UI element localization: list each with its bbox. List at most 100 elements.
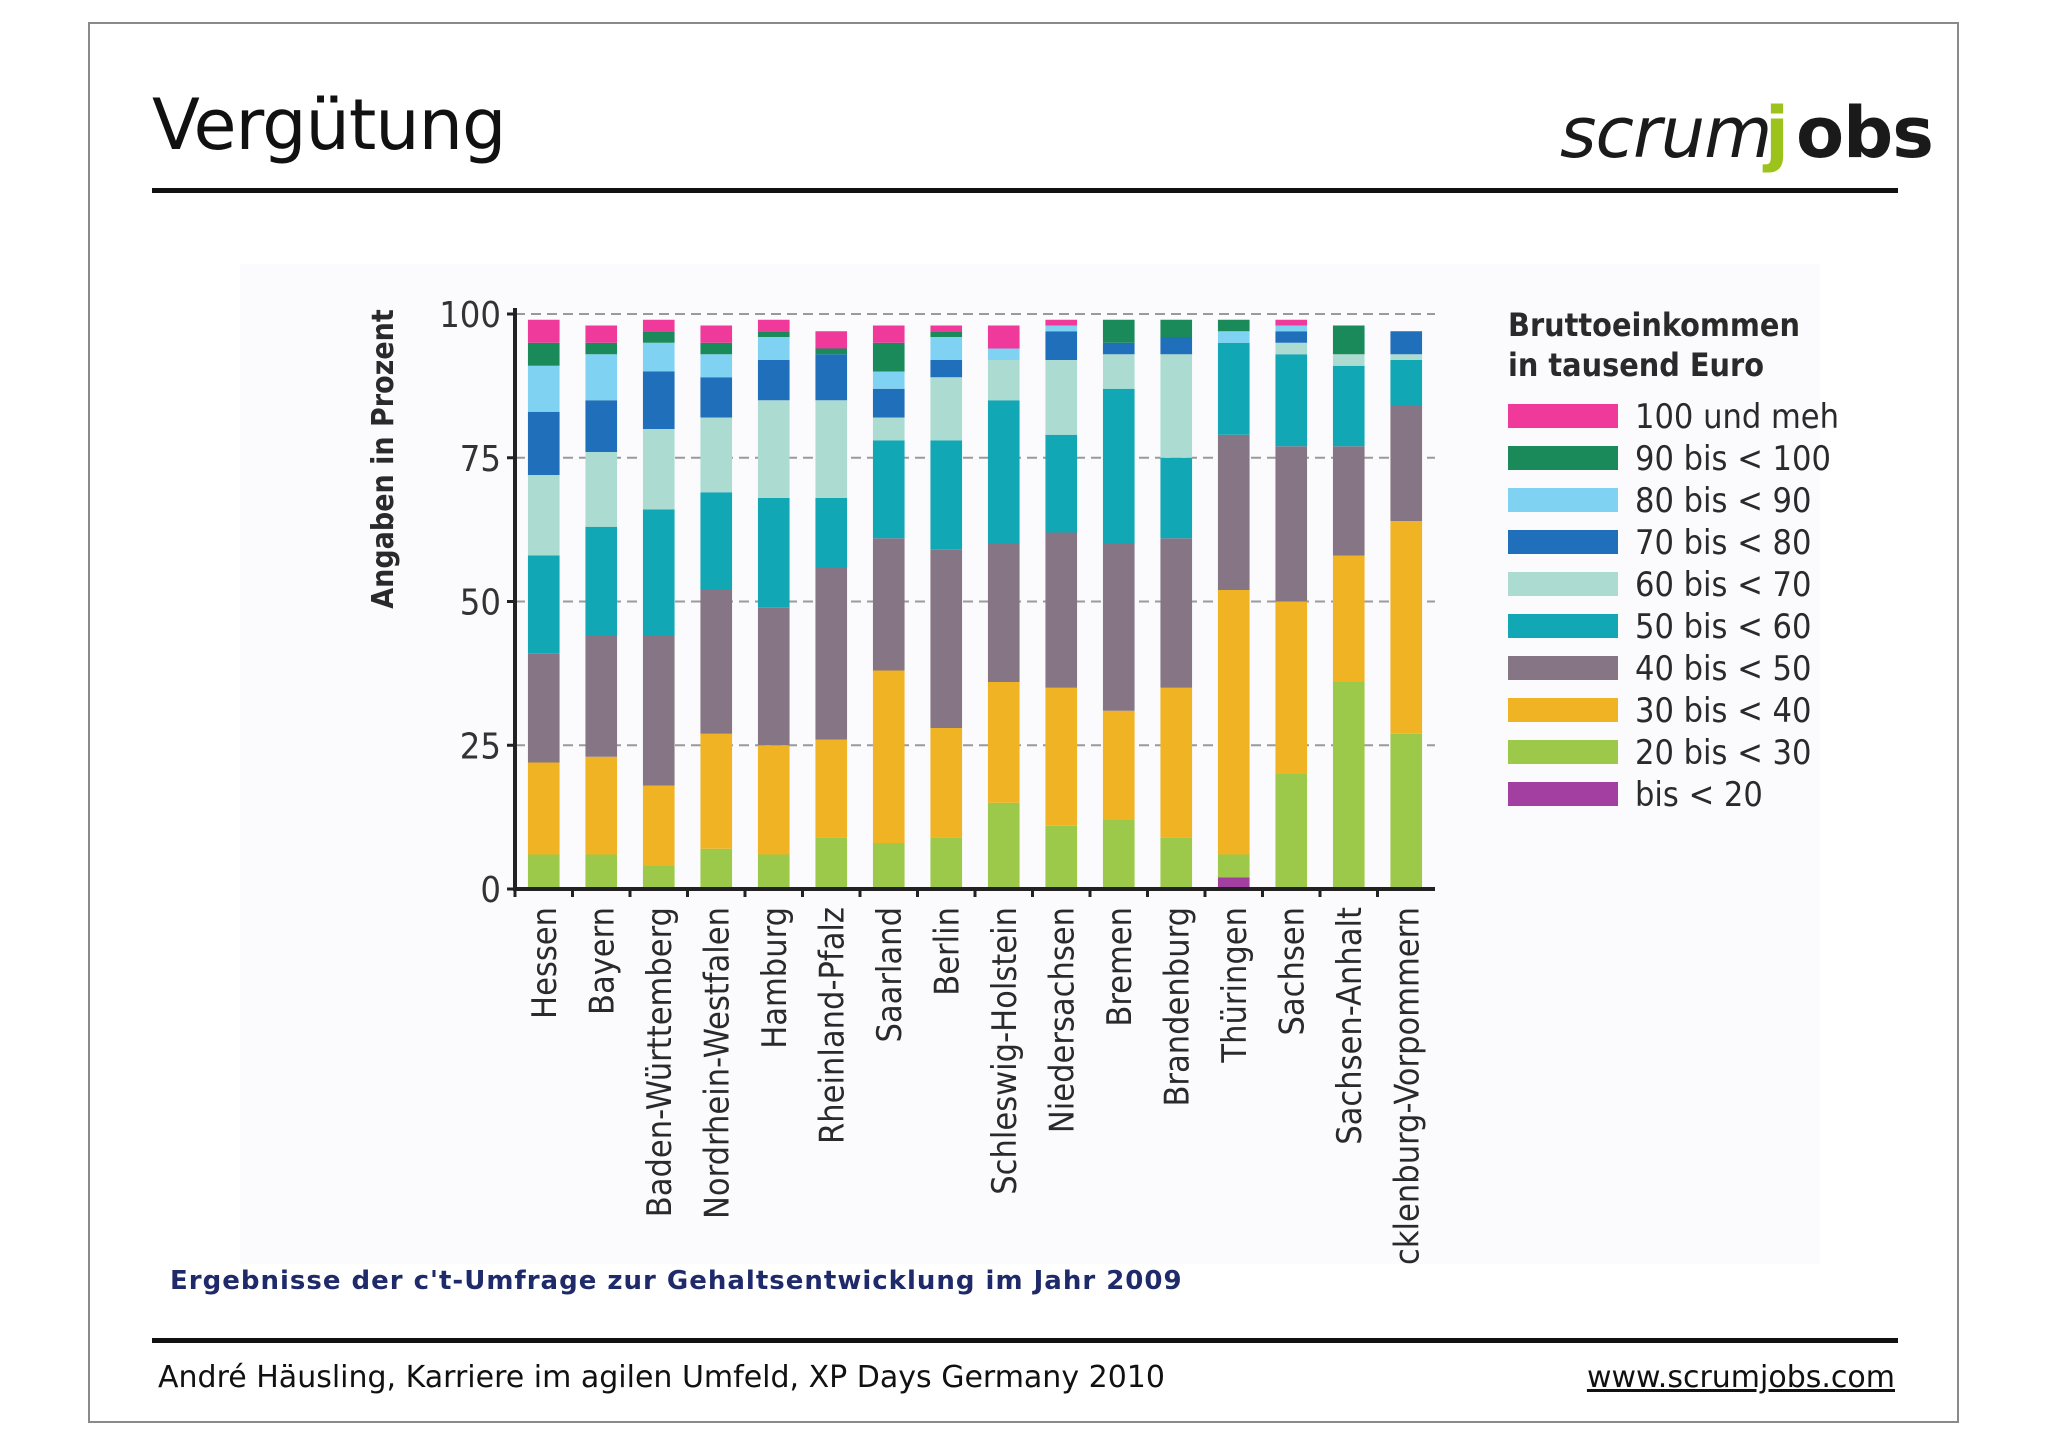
bar-segment-saarland-20-bis-30	[872, 843, 905, 889]
x-tick-label-sachsen: Sachsen	[1272, 907, 1312, 1036]
legend-swatch-70-bis-80	[1508, 530, 1618, 554]
bar-segment-sachsen-anhalt-40-bis-50	[1332, 446, 1365, 556]
bar-segment-baden-wuerttemberg-20-bis-30	[642, 866, 675, 889]
bar-segment-berlin-20-bis-30	[930, 837, 963, 889]
bar-segment-rheinland-pfalz-20-bis-30	[815, 837, 848, 889]
footer-website-link[interactable]: www.scrumjobs.com	[1586, 1360, 1895, 1395]
chart-caption: Ergebnisse der c't-Umfrage zur Gehaltsen…	[170, 1266, 1183, 1296]
bar-segment-brandenburg-20-bis-30	[1160, 837, 1193, 889]
bar-segment-hessen-60-bis-70	[527, 475, 560, 556]
legend-swatch-100-und-mehr	[1508, 404, 1618, 428]
x-tick-label-thueringen: Thüringen	[1215, 907, 1255, 1064]
bar-segment-rheinland-pfalz-30-bis-40	[815, 739, 848, 838]
bar-segment-bayern-90-bis-100	[585, 342, 618, 355]
bar-segment-hessen-80-bis-90	[527, 365, 560, 412]
bar-segment-niedersachsen-80-bis-90	[1045, 325, 1078, 332]
bar-segment-bayern-80-bis-90	[585, 354, 618, 401]
legend-swatch-90-bis-100	[1508, 446, 1618, 470]
bar-segment-sachsen-60-bis-70	[1275, 342, 1308, 355]
bar-segment-hamburg-80-bis-90	[757, 337, 790, 360]
bar-segment-sachsen-anhalt-90-bis-100	[1332, 325, 1365, 355]
bar-segment-nordrhein-westfalen-30-bis-40	[700, 733, 733, 849]
bar-segment-bremen-50-bis-60	[1102, 388, 1135, 544]
y-tick-label-75: 75	[460, 439, 501, 480]
bar-segment-nordrhein-westfalen-100-und-mehr	[700, 325, 733, 343]
bar-segment-thueringen-bis-20	[1217, 877, 1250, 889]
bar-segment-nordrhein-westfalen-70-bis-80	[700, 377, 733, 418]
slide-title: Vergütung	[152, 84, 506, 166]
bar-segment-niedersachsen-60-bis-70	[1045, 360, 1078, 435]
bar-segment-saarland-50-bis-60	[872, 440, 905, 539]
bar-segment-sachsen-80-bis-90	[1275, 325, 1308, 332]
bar-segment-berlin-40-bis-50	[930, 549, 963, 728]
bar-segment-rheinland-pfalz-40-bis-50	[815, 567, 848, 740]
bar-segment-hessen-100-und-mehr	[527, 319, 560, 343]
bar-segment-hamburg-60-bis-70	[757, 400, 790, 498]
bar-segment-baden-wuerttemberg-60-bis-70	[642, 429, 675, 510]
bar-segment-bremen-30-bis-40	[1102, 710, 1135, 820]
legend-title-line-2: in tausend Euro	[1508, 346, 1764, 384]
bar-segment-niedersachsen-30-bis-40	[1045, 687, 1078, 826]
x-tick-label-bremen: Bremen	[1100, 907, 1140, 1027]
bar-segment-bayern-30-bis-40	[585, 756, 618, 855]
bar-segment-baden-wuerttemberg-70-bis-80	[642, 371, 675, 429]
legend-label-100-und-mehr: 100 und mehr	[1635, 397, 1840, 437]
bar-segment-bremen-90-bis-100	[1102, 319, 1135, 343]
bar-segment-schleswig-holstein-60-bis-70	[987, 360, 1020, 401]
x-tick-label-mecklenburg-vorpommern: Mecklenburg-Vorpommern	[1387, 907, 1427, 1264]
bar-segment-sachsen-100-und-mehr	[1275, 319, 1308, 326]
bar-segment-mecklenburg-vorpommern-40-bis-50	[1390, 406, 1423, 521]
legend-label-20-bis-30: 20 bis < 30	[1635, 733, 1811, 773]
bar-segment-saarland-80-bis-90	[872, 371, 905, 389]
bar-segment-berlin-100-und-mehr	[930, 325, 963, 332]
legend-label-30-bis-40: 30 bis < 40	[1635, 691, 1811, 731]
x-tick-label-nordrhein-westfalen: Nordrhein-Westfalen	[697, 907, 737, 1219]
bar-segment-bayern-60-bis-70	[585, 452, 618, 527]
bar-segment-thueringen-90-bis-100	[1217, 319, 1250, 332]
bar-segment-rheinland-pfalz-100-und-mehr	[815, 331, 848, 349]
bar-segment-sachsen-70-bis-80	[1275, 331, 1308, 343]
bar-segment-niedersachsen-20-bis-30	[1045, 825, 1078, 889]
y-tick-label-0: 0	[480, 870, 501, 911]
header-divider	[152, 188, 1898, 193]
logo-text-scrum: scrum	[1560, 92, 1772, 174]
legend-swatch-60-bis-70	[1508, 572, 1618, 596]
bar-segment-baden-wuerttemberg-90-bis-100	[642, 331, 675, 343]
bar-segment-mecklenburg-vorpommern-30-bis-40	[1390, 521, 1423, 734]
bar-segment-hamburg-50-bis-60	[757, 498, 790, 608]
y-tick-label-100: 100	[439, 295, 501, 336]
bar-segment-nordrhein-westfalen-60-bis-70	[700, 417, 733, 493]
y-axis-label: Angaben in Prozent	[366, 309, 401, 609]
bar-segment-sachsen-anhalt-20-bis-30	[1332, 682, 1365, 889]
bar-segment-brandenburg-70-bis-80	[1160, 337, 1193, 355]
bar-segment-hessen-70-bis-80	[527, 411, 560, 475]
footer-divider	[152, 1338, 1898, 1343]
chart-y-ticks: 0 25 50 75 100	[439, 295, 515, 911]
x-tick-label-saarland: Saarland	[870, 907, 910, 1043]
bar-segment-schleswig-holstein-100-und-mehr	[987, 325, 1020, 349]
bar-segment-berlin-90-bis-100	[930, 331, 963, 337]
bar-segment-berlin-30-bis-40	[930, 728, 963, 838]
x-tick-label-schleswig-holstein: Schleswig-Holstein	[985, 907, 1025, 1195]
bar-segment-schleswig-holstein-40-bis-50	[987, 544, 1020, 682]
bar-segment-bayern-50-bis-60	[585, 526, 618, 636]
bar-segment-thueringen-50-bis-60	[1217, 342, 1250, 435]
scrumjobs-logo: scrum j obs	[1560, 82, 1934, 192]
bar-segment-bayern-70-bis-80	[585, 400, 618, 452]
bar-segment-mecklenburg-vorpommern-20-bis-30	[1390, 733, 1423, 889]
bar-segment-sachsen-anhalt-60-bis-70	[1332, 354, 1365, 366]
bar-segment-sachsen-30-bis-40	[1275, 601, 1308, 774]
x-tick-label-rheinland-pfalz: Rheinland-Pfalz	[812, 907, 852, 1144]
bar-segment-berlin-70-bis-80	[930, 360, 963, 378]
bar-segment-hamburg-30-bis-40	[757, 745, 790, 855]
bar-segment-rheinland-pfalz-60-bis-70	[815, 400, 848, 498]
x-tick-label-niedersachsen: Niedersachsen	[1042, 907, 1082, 1133]
y-tick-label-25: 25	[460, 726, 501, 767]
bar-segment-hamburg-100-und-mehr	[757, 319, 790, 332]
bar-segment-rheinland-pfalz-50-bis-60	[815, 498, 848, 567]
x-tick-label-baden-wuerttemberg: Baden-Württemberg	[640, 907, 680, 1217]
legend-label-90-bis-100: 90 bis < 100	[1635, 439, 1831, 479]
chart-axes	[513, 308, 1435, 897]
bar-segment-hamburg-70-bis-80	[757, 360, 790, 401]
stacked-bar-chart: 0 25 50 75 100 Hessen Bayern Baden-Württemberg…	[240, 264, 1840, 1264]
